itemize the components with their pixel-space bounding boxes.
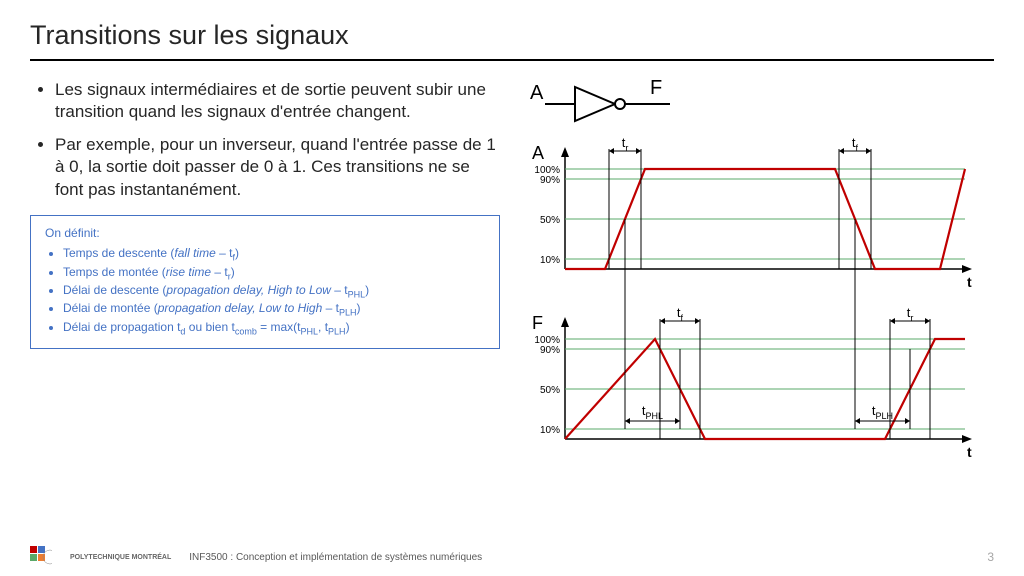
- svg-text:tr: tr: [907, 305, 914, 323]
- page-number: 3: [987, 550, 994, 564]
- timing-diagram: tA100%90%50%10%trtftF100%90%50%10%tftrtP…: [510, 129, 980, 489]
- svg-text:50%: 50%: [540, 385, 560, 396]
- inverter-gate: A F: [520, 79, 690, 129]
- svg-text:A: A: [532, 143, 544, 163]
- svg-text:tf: tf: [852, 135, 859, 153]
- logo-text: POLYTECHNIQUE MONTRÉAL: [70, 554, 171, 561]
- definition-box: On définit: Temps de descente (fall time…: [30, 215, 500, 349]
- main-bullets: Les signaux intermédiaires et de sortie …: [30, 79, 500, 201]
- svg-text:90%: 90%: [540, 175, 560, 186]
- svg-text:tf: tf: [677, 305, 684, 323]
- bullet-1: Les signaux intermédiaires et de sortie …: [55, 79, 500, 124]
- svg-text:10%: 10%: [540, 425, 560, 436]
- svg-text:10%: 10%: [540, 255, 560, 266]
- bullet-2: Par exemple, pour un inverseur, quand l'…: [55, 134, 500, 201]
- svg-text:t: t: [967, 274, 972, 290]
- defbox-item: Temps de descente (fall time – tf): [63, 246, 485, 262]
- defbox-item: Délai de propagation td ou bien tcomb = …: [63, 320, 485, 336]
- divider: [30, 59, 994, 61]
- svg-text:tr: tr: [622, 135, 629, 153]
- footer-course: INF3500 : Conception et implémentation d…: [189, 552, 482, 563]
- defbox-header: On définit:: [45, 226, 485, 240]
- svg-text:50%: 50%: [540, 215, 560, 226]
- defbox-item: Temps de montée (rise time – tr): [63, 265, 485, 281]
- gate-input-label: A: [530, 82, 544, 104]
- svg-text:F: F: [532, 313, 543, 333]
- logo-icon: [30, 546, 52, 568]
- defbox-item: Délai de montée (propagation delay, Low …: [63, 301, 485, 317]
- svg-text:90%: 90%: [540, 345, 560, 356]
- page-title: Transitions sur les signaux: [30, 20, 994, 51]
- svg-text:t: t: [967, 444, 972, 460]
- gate-output-label: F: [650, 79, 662, 99]
- defbox-item: Délai de descente (propagation delay, Hi…: [63, 283, 485, 299]
